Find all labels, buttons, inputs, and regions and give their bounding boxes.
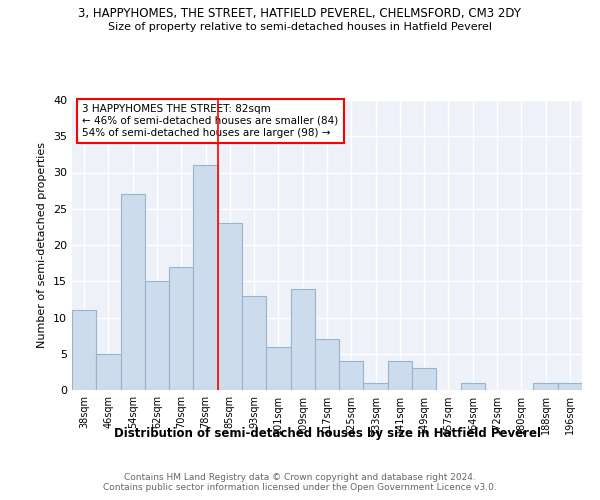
Bar xyxy=(145,281,169,390)
Bar xyxy=(266,346,290,390)
Text: Size of property relative to semi-detached houses in Hatfield Peverel: Size of property relative to semi-detach… xyxy=(108,22,492,32)
Bar xyxy=(412,368,436,390)
Text: Contains HM Land Registry data © Crown copyright and database right 2024.
Contai: Contains HM Land Registry data © Crown c… xyxy=(103,472,497,492)
Bar xyxy=(461,383,485,390)
Bar xyxy=(72,310,96,390)
Bar xyxy=(364,383,388,390)
Bar xyxy=(96,354,121,390)
Bar xyxy=(218,223,242,390)
Bar xyxy=(242,296,266,390)
Text: Distribution of semi-detached houses by size in Hatfield Peverel: Distribution of semi-detached houses by … xyxy=(113,428,541,440)
Bar xyxy=(121,194,145,390)
Bar xyxy=(193,165,218,390)
Bar xyxy=(169,267,193,390)
Y-axis label: Number of semi-detached properties: Number of semi-detached properties xyxy=(37,142,47,348)
Bar xyxy=(558,383,582,390)
Bar xyxy=(315,339,339,390)
Text: 3 HAPPYHOMES THE STREET: 82sqm
← 46% of semi-detached houses are smaller (84)
54: 3 HAPPYHOMES THE STREET: 82sqm ← 46% of … xyxy=(82,104,338,138)
Bar xyxy=(533,383,558,390)
Text: 3, HAPPYHOMES, THE STREET, HATFIELD PEVEREL, CHELMSFORD, CM3 2DY: 3, HAPPYHOMES, THE STREET, HATFIELD PEVE… xyxy=(79,8,521,20)
Bar xyxy=(388,361,412,390)
Bar xyxy=(339,361,364,390)
Bar xyxy=(290,288,315,390)
